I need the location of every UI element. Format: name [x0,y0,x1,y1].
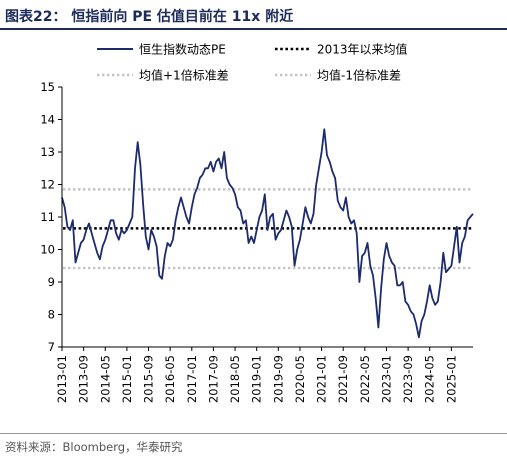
y-tick-label: 14 [40,113,55,127]
y-tick-label: 7 [48,340,55,354]
legend-label-0: 恒生指数动态PE [139,42,226,57]
y-tick-labels: 7 8 9 10 11 12 13 14 15 [40,80,55,354]
x-tick-label: 2020-05 [293,355,307,403]
x-tick-label: 2017-01 [185,355,199,403]
x-tick-label: 2015-01 [120,355,134,403]
x-tick-label: 2016-05 [163,355,177,403]
x-tick-label: 2021-09 [336,355,350,403]
x-tick-label: 2014-05 [98,355,112,403]
y-tick-label: 11 [40,210,55,224]
figure-title: 图表22： 恒指前向 PE 估值目前在 11x 附近 [5,9,294,25]
x-tick-label: 2013-01 [55,355,69,403]
x-tick-label: 2017-09 [206,355,220,403]
legend-label-2: 均值+1倍标准差 [139,68,229,83]
x-tick-label: 2025-01 [444,355,458,403]
y-tick-label: 9 [48,275,55,289]
x-tick-label: 2023-09 [401,355,415,403]
legend-label-1: 2013年以来均值 [317,42,408,57]
x-tick-label: 2013-09 [77,355,91,403]
x-tick-label: 2022-05 [358,355,372,403]
source-note: 资料来源：Bloomberg，华泰研究 [5,440,183,454]
x-tick-label: 2018-05 [228,355,242,403]
title-rule [0,28,507,30]
y-tick-label: 8 [48,308,55,322]
y-tick-label: 15 [40,80,55,94]
y-tick-label: 10 [40,243,55,257]
y-tick-label: 13 [40,145,55,159]
x-tick-label: 2023-01 [379,355,393,403]
y-tick-label: 12 [40,178,55,192]
legend-label-3: 均值-1倍标准差 [317,68,401,83]
axes [58,86,473,351]
x-tick-label: 2024-05 [423,355,437,403]
x-tick-label: 2019-01 [250,355,264,403]
x-tick-label: 2021-01 [315,355,329,403]
series-line-0 [61,128,474,339]
pe-series [61,128,474,339]
x-tick-labels: 2013-01 2013-09 2014-05 2015-01 2015-09 2016-… [55,355,458,403]
x-tick-label: 2019-09 [271,355,285,403]
x-tick-label: 2015-09 [142,355,156,403]
bottom-rule [0,433,507,434]
